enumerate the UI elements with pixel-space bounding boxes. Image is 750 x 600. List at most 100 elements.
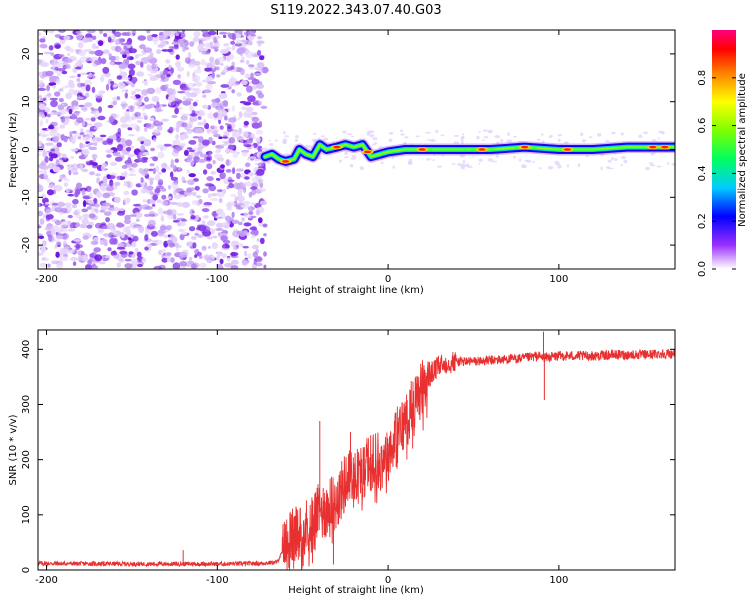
noise-speckle <box>237 195 245 202</box>
noise-speckle <box>192 242 197 249</box>
noise-speckle <box>242 131 249 138</box>
spectrogram-noise-region <box>38 30 675 269</box>
noise-speckle <box>157 44 164 48</box>
track-halo-speckle <box>567 164 569 168</box>
noise-speckle <box>87 199 94 205</box>
noise-speckle <box>241 151 248 157</box>
noise-speckle <box>244 176 250 180</box>
noise-speckle <box>201 220 206 226</box>
noise-speckle <box>243 200 251 206</box>
noise-speckle <box>201 30 209 33</box>
noise-speckle <box>156 49 162 55</box>
y-tick-label: 200 <box>21 450 32 469</box>
noise-speckle <box>194 152 200 157</box>
spectrogram-x-ticks: -200 -100 0 100 <box>35 30 568 285</box>
noise-speckle <box>106 137 114 144</box>
track-halo-speckle <box>671 163 675 166</box>
track-halo-speckle <box>282 131 286 135</box>
noise-speckle <box>155 105 162 113</box>
track-halo-speckle <box>614 158 618 161</box>
noise-speckle <box>250 111 258 116</box>
noise-speckle <box>141 89 149 96</box>
noise-speckle <box>243 211 249 218</box>
noise-speckle <box>218 93 228 99</box>
noise-speckle <box>116 175 121 180</box>
noise-speckle <box>257 43 262 47</box>
noise-speckle <box>155 188 161 194</box>
noise-speckle <box>164 84 169 89</box>
noise-speckle <box>161 194 167 200</box>
noise-speckle <box>161 249 166 254</box>
noise-speckle <box>128 68 135 76</box>
track-halo-speckle <box>557 165 562 169</box>
noise-speckle <box>81 208 88 213</box>
y-tick-label: 10 <box>21 95 32 108</box>
noise-speckle <box>213 36 218 44</box>
noise-speckle <box>256 40 265 44</box>
noise-speckle <box>103 233 109 237</box>
noise-speckle <box>169 201 178 205</box>
noise-speckle <box>54 244 58 249</box>
track-halo-speckle <box>482 129 488 132</box>
noise-speckle <box>244 181 253 187</box>
noise-speckle <box>70 135 76 143</box>
noise-speckle <box>257 162 265 168</box>
noise-speckle <box>38 95 42 100</box>
noise-speckle <box>135 116 144 120</box>
noise-speckle <box>187 52 192 59</box>
noise-speckle <box>192 191 197 197</box>
noise-speckle <box>71 163 79 171</box>
noise-speckle <box>174 242 180 248</box>
noise-speckle <box>173 189 177 196</box>
noise-speckle <box>91 86 96 93</box>
noise-speckle <box>85 144 92 148</box>
noise-speckle <box>44 156 49 163</box>
track-halo-speckle <box>577 163 581 168</box>
noise-speckle <box>226 159 230 167</box>
noise-speckle <box>88 213 96 219</box>
track-halo-speckle <box>320 135 325 138</box>
noise-speckle <box>211 71 215 79</box>
noise-speckle <box>238 189 245 192</box>
noise-speckle <box>189 113 198 117</box>
noise-speckle <box>48 125 55 130</box>
noise-speckle <box>144 127 148 132</box>
noise-speckle <box>156 199 162 203</box>
noise-speckle <box>263 251 267 257</box>
noise-speckle <box>68 108 73 115</box>
noise-speckle <box>75 33 83 41</box>
noise-speckle <box>206 62 213 68</box>
noise-speckle <box>128 173 137 177</box>
track-halo-speckle <box>645 166 650 171</box>
noise-speckle <box>102 49 110 55</box>
noise-speckle <box>95 173 101 177</box>
noise-speckle <box>251 78 260 85</box>
track-halo-speckle <box>359 166 365 170</box>
noise-speckle <box>153 137 157 143</box>
track-halo-speckle <box>476 135 480 140</box>
noise-speckle <box>119 250 128 255</box>
noise-speckle <box>96 191 102 198</box>
noise-speckle <box>228 183 235 189</box>
track-halo-speckle <box>344 151 349 155</box>
noise-speckle <box>50 100 58 108</box>
track-halo-speckle <box>667 161 670 166</box>
snr-y-ticks: 0 100 200 300 400 <box>21 340 675 573</box>
noise-speckle <box>147 219 156 227</box>
noise-speckle <box>53 146 60 153</box>
noise-speckle <box>197 234 204 238</box>
snr-chart: -200 -100 0 100 0 100 200 300 400 Height of str… <box>8 329 676 596</box>
noise-speckle <box>177 229 186 232</box>
noise-speckle <box>151 62 159 70</box>
noise-speckle <box>245 51 254 59</box>
noise-speckle <box>165 88 174 93</box>
noise-speckle <box>149 75 158 82</box>
noise-speckle <box>38 140 42 148</box>
noise-speckle <box>220 84 229 88</box>
noise-speckle <box>182 30 185 34</box>
noise-speckle <box>212 160 216 165</box>
noise-speckle <box>108 135 115 139</box>
noise-speckle <box>256 62 265 69</box>
noise-speckle <box>63 246 70 251</box>
noise-speckle <box>225 122 230 126</box>
